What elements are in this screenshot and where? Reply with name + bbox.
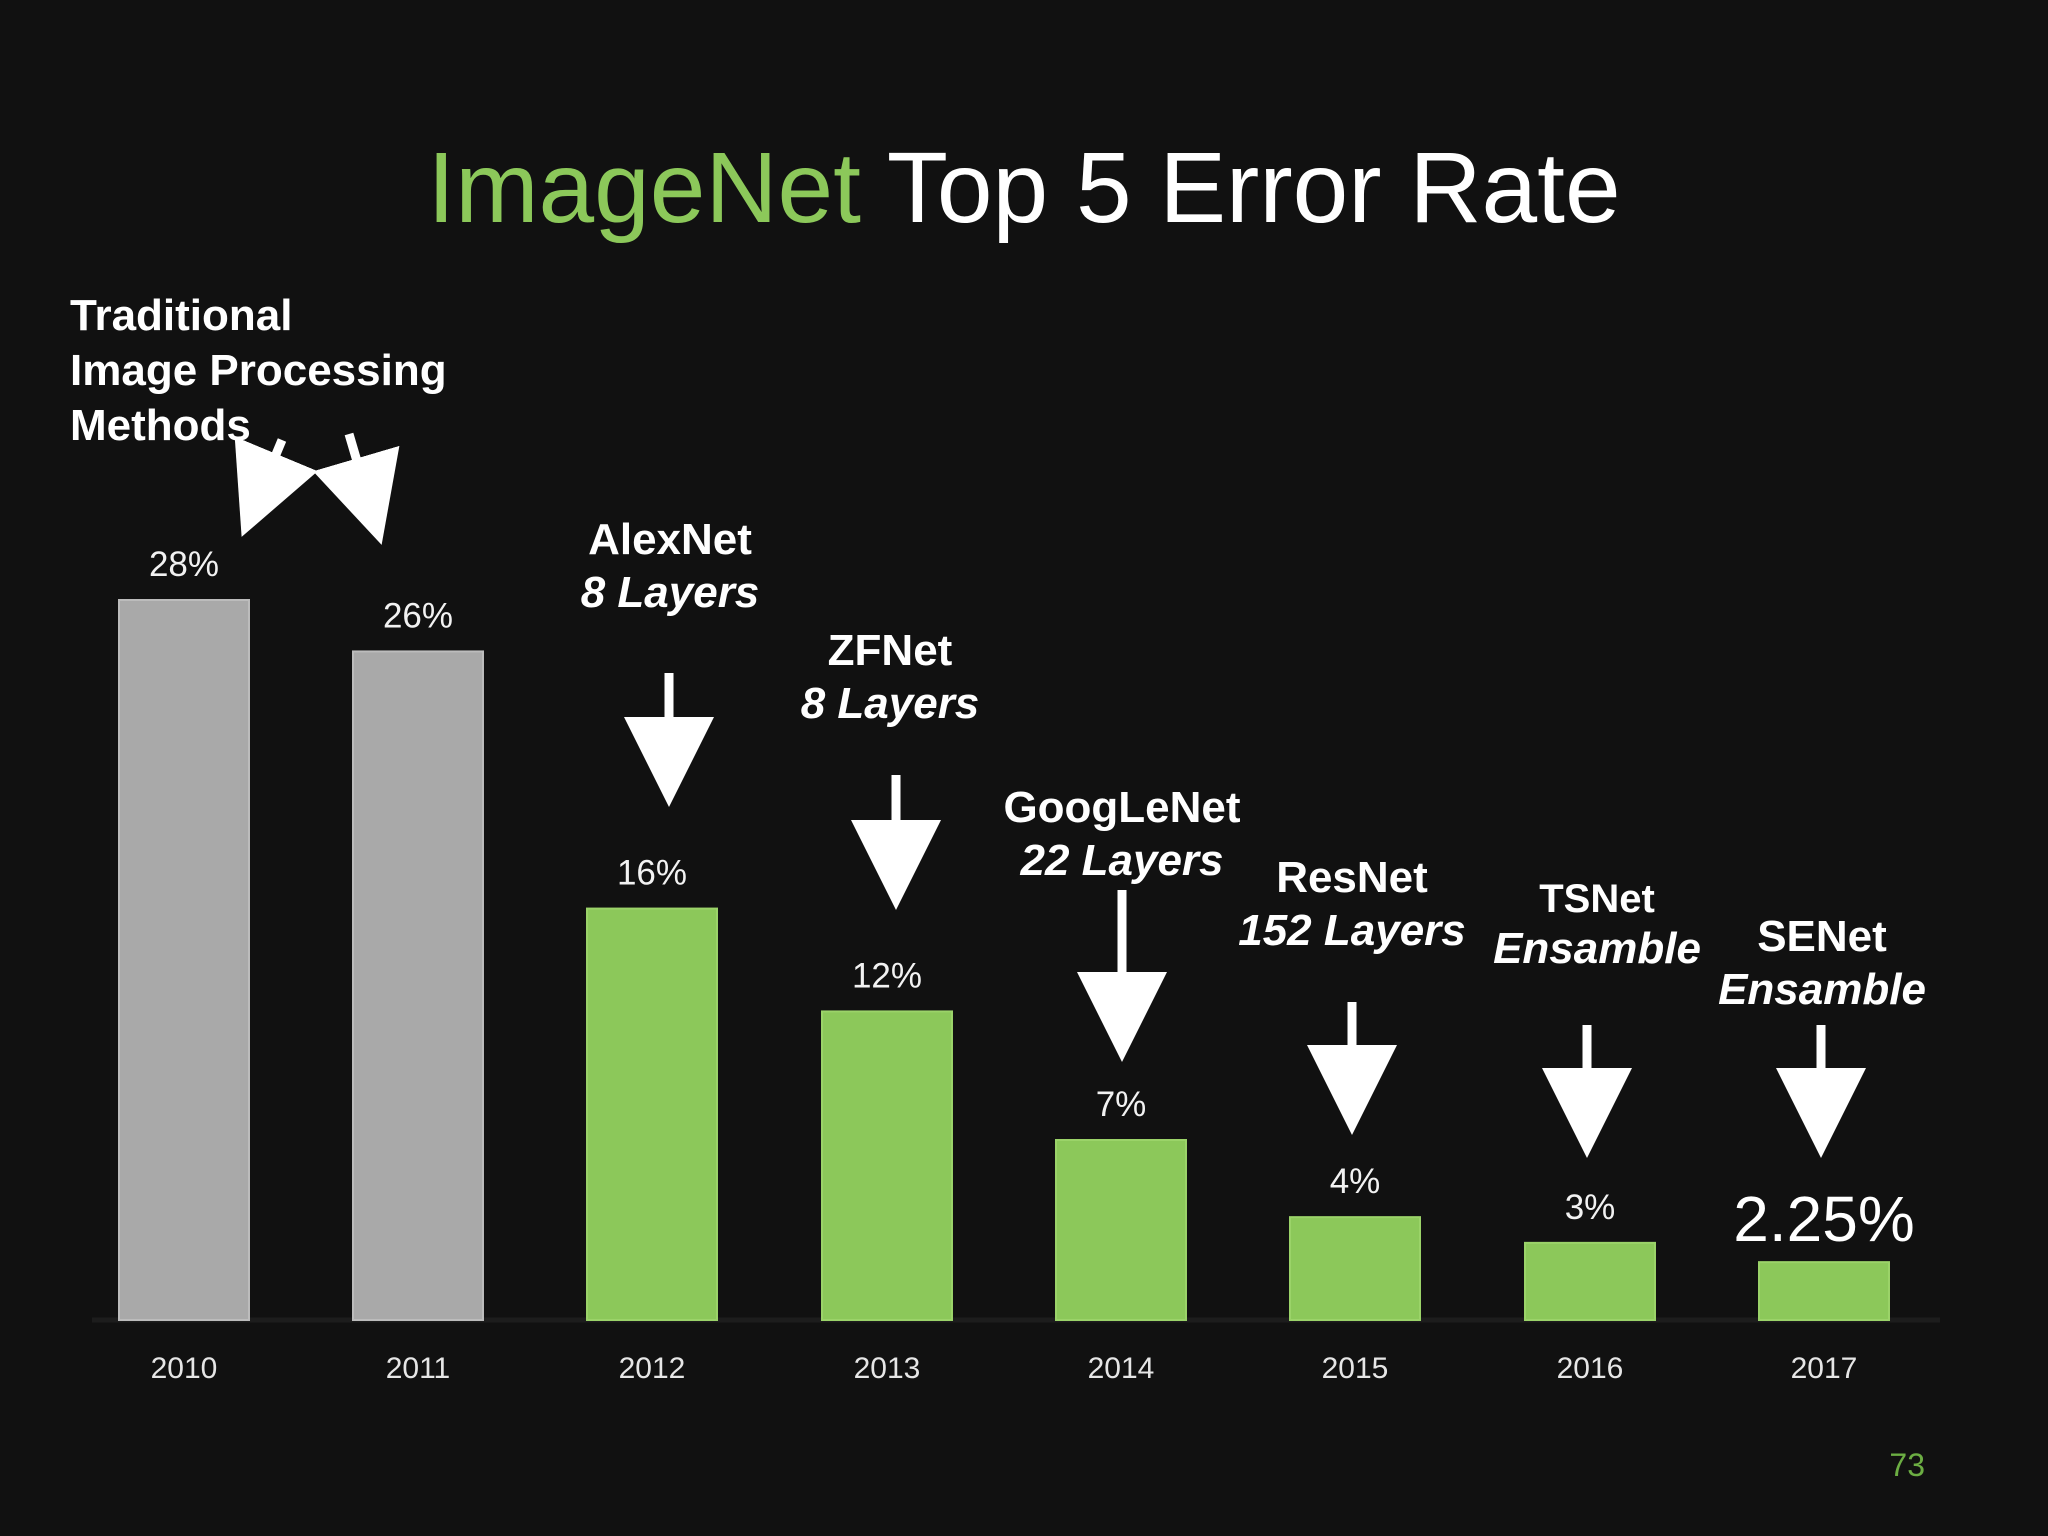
category-label-2013: 2013: [854, 1352, 921, 1385]
bar-2011: [352, 650, 484, 1321]
annotation-senet-name: SENet: [1757, 912, 1887, 961]
category-label-2016: 2016: [1557, 1352, 1624, 1385]
value-label-2011: 26%: [383, 596, 453, 635]
bar-2010: [118, 599, 250, 1321]
annotation-zfnet-detail: 8 Layers: [800, 678, 980, 728]
annotation-googlenet-name: GoogLeNet: [1003, 783, 1241, 832]
bar-2012: [586, 907, 718, 1321]
annotation-googlenet-detail: 22 Layers: [1020, 836, 1224, 885]
page-title: ImageNet Top 5 Error Rate: [0, 138, 2048, 238]
annotation-traditional-line3: Methods: [70, 401, 251, 450]
category-label-2017: 2017: [1791, 1352, 1858, 1385]
arrows-layer: [234, 432, 1866, 1158]
arrow-2010-icon: [234, 436, 318, 537]
annotation-traditional-line2: Image Processing: [70, 346, 447, 395]
annotation-traditional-line1: Traditional: [70, 291, 293, 340]
value-label-2016: 3%: [1565, 1188, 1616, 1227]
annotation-alexnet: AlexNet 8 Layers: [570, 514, 770, 620]
annotation-tsnet-name: TSNet: [1539, 877, 1655, 921]
annotation-resnet-detail: 152 Layers: [1238, 905, 1466, 955]
value-label-2012: 16%: [617, 854, 687, 893]
annotation-resnet: ResNet 152 Layers: [1232, 852, 1472, 958]
annotation-zfnet: ZFNet 8 Layers: [790, 625, 990, 731]
bar-2015: [1289, 1216, 1421, 1321]
value-label-2013: 12%: [852, 956, 922, 995]
annotation-alexnet-detail: 8 Layers: [580, 567, 760, 617]
annotation-resnet-name: ResNet: [1276, 853, 1428, 902]
category-label-2010: 2010: [151, 1352, 218, 1385]
bar-2017: [1758, 1261, 1890, 1321]
arrow-2011-icon: [313, 432, 400, 545]
annotation-zfnet-name: ZFNet: [827, 626, 953, 675]
annotation-traditional: Traditional Image Processing Methods: [70, 288, 447, 453]
category-label-2012: 2012: [619, 1352, 686, 1385]
category-label-2014: 2014: [1088, 1352, 1155, 1385]
value-label-2014: 7%: [1096, 1085, 1147, 1124]
value-label-2017: 2.25%: [1733, 1183, 1914, 1255]
annotation-tsnet: TSNet Ensamble: [1482, 875, 1712, 976]
title-accent: ImageNet: [427, 132, 861, 244]
bar-2013: [821, 1010, 953, 1322]
bars-layer: 28% 2010 26% 2011 16% 2012 12% 2013 7% 2014 4% 2015…: [118, 545, 1915, 1385]
category-label-2011: 2011: [386, 1352, 451, 1385]
category-label-2015: 2015: [1322, 1352, 1389, 1385]
title-rest: Top 5 Error Rate: [860, 132, 1621, 244]
annotation-senet-detail: Ensamble: [1718, 964, 1926, 1014]
annotation-tsnet-detail: Ensamble: [1493, 924, 1701, 973]
annotation-senet: SENet Ensamble: [1702, 911, 1942, 1017]
annotation-googlenet: GoogLeNet 22 Layers: [1002, 780, 1242, 888]
annotation-alexnet-name: AlexNet: [588, 515, 752, 564]
bar-2016: [1524, 1241, 1656, 1322]
bar-2014: [1055, 1139, 1187, 1321]
value-label-2010: 28%: [149, 545, 219, 584]
page-number: 73: [1889, 1447, 1925, 1483]
value-label-2015: 4%: [1330, 1162, 1381, 1201]
